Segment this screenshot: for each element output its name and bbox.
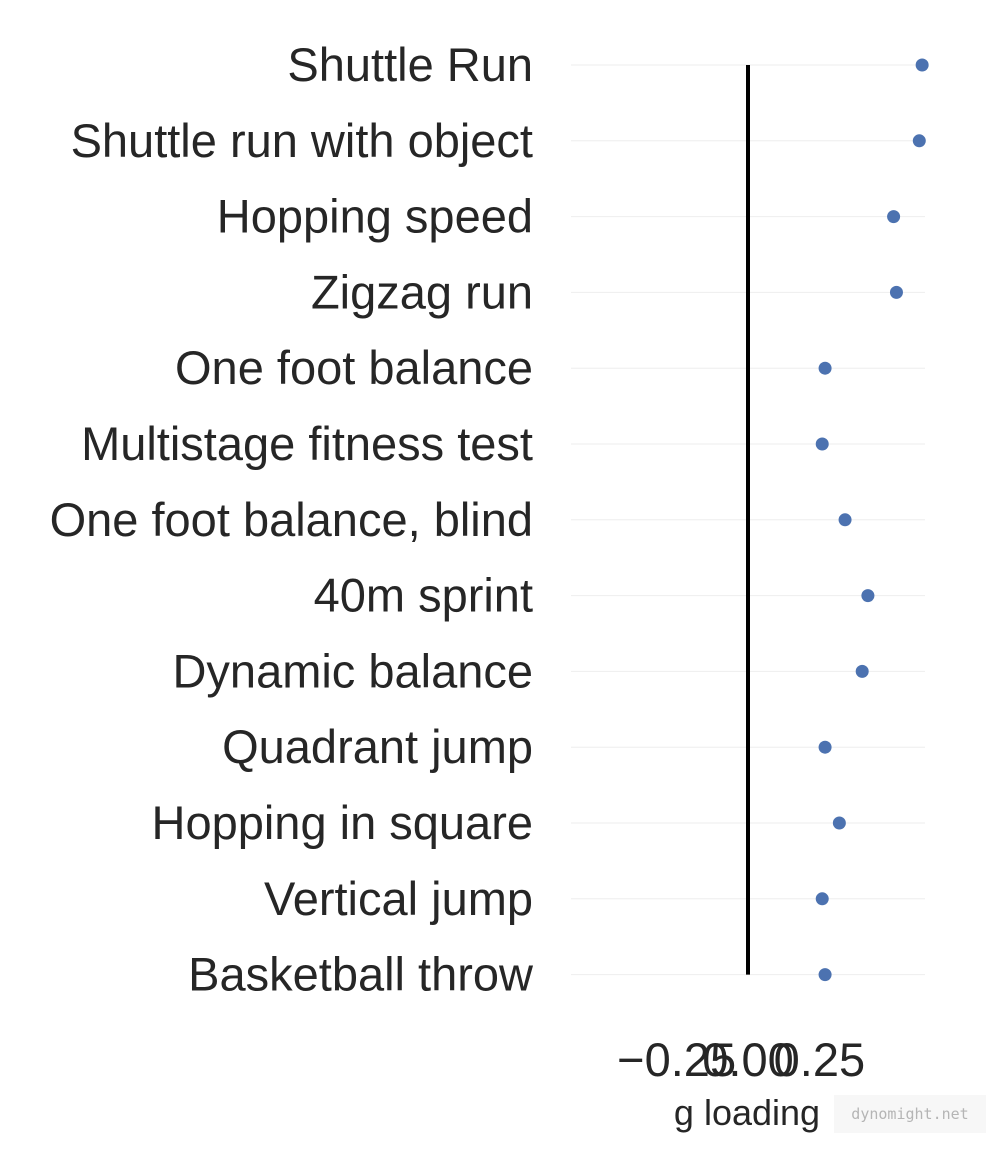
category-label: Hopping speed [217,190,533,243]
x-tick-label: 0.00 [702,1033,793,1086]
category-label: Vertical jump [264,872,533,925]
category-label: 40m sprint [314,569,533,622]
x-tick-label: 0.25 [774,1033,865,1086]
category-label: Shuttle run with object [71,114,533,167]
category-labels: Shuttle Run Shuttle run with object Hoppin… [50,38,534,1001]
category-label: Basketball throw [188,948,534,1001]
data-point [887,210,901,224]
watermark: dynomight.net [834,1095,986,1133]
data-point [855,664,869,678]
x-tick-labels: −0.250.000.25 [617,1033,865,1086]
x-axis-title: g loading [674,1092,820,1133]
data-point [815,437,829,451]
data-point [838,513,852,527]
data-point [912,134,926,148]
category-label: Zigzag run [311,265,533,318]
data-point [818,968,832,982]
data-point [861,589,875,603]
category-label: Shuttle Run [287,38,533,91]
category-label: Hopping in square [152,796,534,849]
data-point [832,816,846,830]
category-label: One foot balance [175,341,533,394]
x-tick-label: −0.25 [617,1033,736,1086]
data-point [889,285,903,299]
data-point [818,740,832,754]
data-points [815,58,929,982]
category-label: Dynamic balance [172,644,533,697]
data-point [818,361,832,375]
category-label: One foot balance, blind [50,493,533,546]
category-label: Quadrant jump [222,720,533,773]
data-point [815,892,829,906]
data-point [915,58,929,72]
category-label: Multistage fitness test [81,417,533,470]
